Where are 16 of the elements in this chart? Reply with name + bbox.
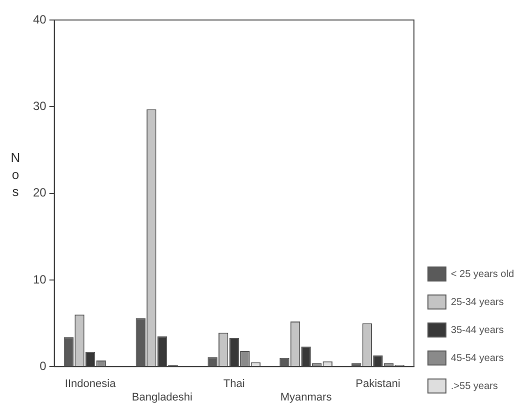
legend-label: 25-34 years xyxy=(450,296,504,308)
y-axis-title: Nos xyxy=(8,150,23,201)
y-tick-label: 20 xyxy=(32,186,47,200)
x-tick-label: Thai xyxy=(223,378,245,390)
x-tick-label: Pakistani xyxy=(356,378,400,390)
y-tick-label: 0 xyxy=(40,358,47,373)
legend-label: 45-54 years xyxy=(450,352,504,364)
y-tick-label: 10 xyxy=(32,272,47,286)
legend-label: 35-44 years xyxy=(450,324,504,336)
legend-label: .>55 years xyxy=(450,380,498,392)
y-tick-label: 30 xyxy=(32,98,47,113)
y-tick-label: 40 xyxy=(32,12,47,26)
legend-label: < 25 years old xyxy=(450,268,514,280)
x-tick-label: Bangladeshi xyxy=(132,391,192,404)
x-tick-label: Myanmars xyxy=(280,391,332,404)
x-tick-label: IIndonesia xyxy=(64,378,117,390)
